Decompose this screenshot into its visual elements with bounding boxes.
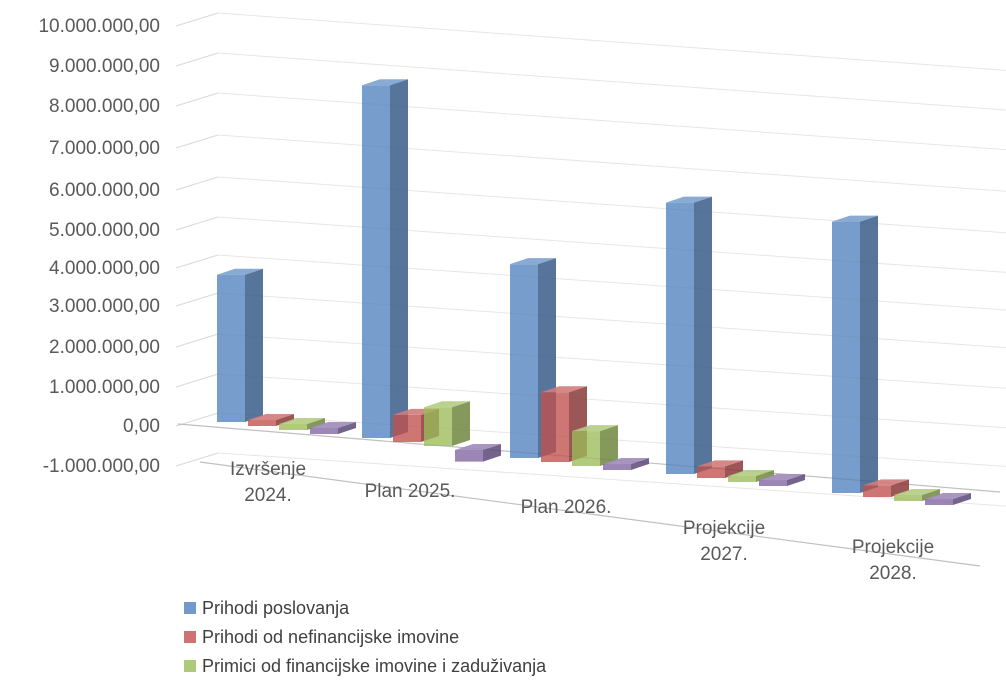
bar <box>666 196 712 474</box>
bar <box>894 489 940 501</box>
bar <box>310 422 356 434</box>
legend-item: Prihodi od nefinancijske imovine <box>184 627 459 647</box>
y-tick-label: 0,00 <box>123 416 160 437</box>
x-tick-label: Projekcije 2028. <box>852 537 934 584</box>
legend-label: Primici od financijske imovine i zaduživ… <box>202 656 547 676</box>
y-tick-label: 5.000.000,00 <box>49 220 160 241</box>
bar <box>697 460 743 478</box>
y-tick-label: -1.000.000,00 <box>43 456 160 477</box>
legend-label: Prihodi od nefinancijske imovine <box>202 627 459 647</box>
bar <box>863 479 909 497</box>
y-tick-label: 6.000.000,00 <box>49 180 160 201</box>
bar <box>217 268 263 422</box>
gridline <box>217 12 1006 71</box>
gridline <box>217 373 1006 429</box>
bar <box>572 425 618 466</box>
gridline <box>217 254 1006 311</box>
bar <box>424 401 470 446</box>
bar <box>603 458 649 470</box>
bar <box>925 493 971 505</box>
x-axis-line <box>199 461 981 567</box>
gridline <box>217 176 1006 234</box>
y-tick-label: 2.000.000,00 <box>49 337 160 358</box>
y-axis: -1.000.000,00 0,00 1.000.000,00 2.000.000,0… <box>38 16 160 477</box>
legend-swatch <box>184 660 196 672</box>
gridline <box>217 292 1006 349</box>
x-tick-label: Izvršenje 2024. <box>230 459 306 506</box>
legend-swatch <box>184 631 196 643</box>
gridline <box>217 333 1006 389</box>
bar <box>362 79 408 438</box>
legend-item: Prihodi poslovanja <box>184 598 350 618</box>
bar <box>455 444 501 462</box>
x-tick-label: Plan 2026. <box>521 497 612 518</box>
y-tick-label: 7.000.000,00 <box>49 138 160 159</box>
legend: Prihodi poslovanja Prihodi od nefinancijs… <box>184 598 547 676</box>
bar <box>832 215 878 493</box>
legend-swatch <box>184 602 196 614</box>
bar <box>759 474 805 486</box>
bar <box>728 470 774 482</box>
gridline <box>217 134 1006 192</box>
y-tick-label: 4.000.000,00 <box>49 258 160 279</box>
bar <box>279 418 325 430</box>
gridline <box>217 92 1006 151</box>
legend-item: Primici od financijske imovine i zaduživ… <box>184 656 547 676</box>
y-tick-label: 8.000.000,00 <box>49 96 160 117</box>
gridline <box>217 52 1006 111</box>
gridline <box>217 216 1006 273</box>
y-tick-label: 1.000.000,00 <box>49 377 160 398</box>
legend-label: Prihodi poslovanja <box>202 598 350 618</box>
y-tick-label: 10.000.000,00 <box>38 16 160 37</box>
bar <box>248 414 294 426</box>
y-tick-label: 3.000.000,00 <box>49 296 160 317</box>
y-tick-label: 9.000.000,00 <box>49 56 160 77</box>
bars <box>217 79 971 505</box>
gridline <box>217 452 1006 507</box>
x-tick-label: Projekcije 2027. <box>683 518 765 565</box>
x-tick-label: Plan 2025. <box>365 481 456 502</box>
